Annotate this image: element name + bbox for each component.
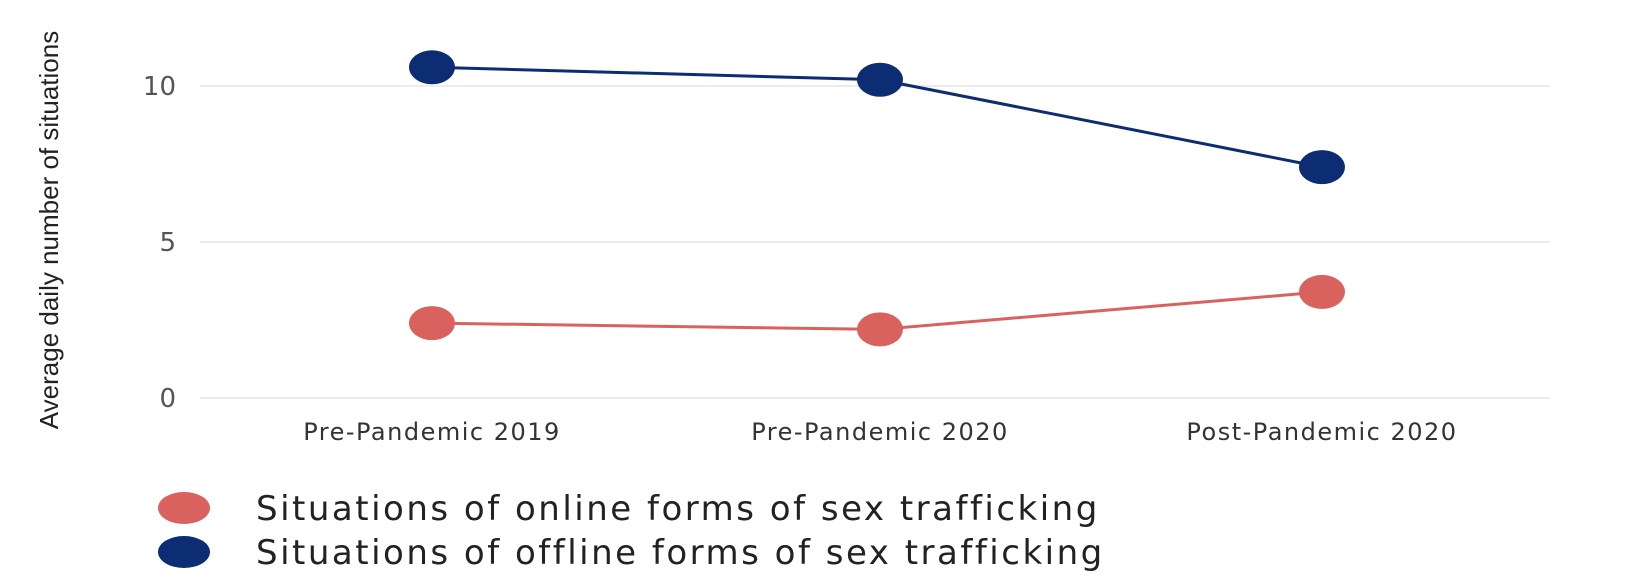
y-tick-label: 0 (159, 384, 176, 414)
x-tick-label: Pre-Pandemic 2020 (751, 418, 1009, 446)
x-axis-ticks: Pre-Pandemic 2019 Pre-Pandemic 2020 Post-P… (303, 418, 1457, 446)
legend: Situations of online forms of sex traffi… (158, 489, 1105, 573)
legend-swatch (158, 492, 210, 524)
series-lines (409, 50, 1345, 347)
legend-label: Situations of offline forms of sex traff… (256, 533, 1105, 573)
series-0 (409, 274, 1345, 347)
data-point (857, 312, 903, 347)
legend-swatch (158, 536, 210, 568)
y-tick-label: 5 (159, 228, 176, 258)
gridlines (200, 85, 1550, 399)
data-point (1299, 274, 1345, 309)
legend-item-1: Situations of offline forms of sex traff… (158, 533, 1105, 573)
legend-item-0: Situations of online forms of sex traffi… (158, 489, 1100, 529)
y-tick-label: 10 (143, 72, 176, 102)
data-point (857, 62, 903, 97)
data-point (409, 50, 455, 85)
y-axis-label: Average daily number of situations (34, 31, 64, 429)
x-tick-label: Post-Pandemic 2020 (1186, 418, 1457, 446)
y-axis-ticks: 0 5 10 (143, 72, 176, 414)
data-point (409, 306, 455, 341)
series-1 (409, 50, 1345, 185)
data-point (1299, 150, 1345, 185)
x-tick-label: Pre-Pandemic 2019 (303, 418, 561, 446)
legend-label: Situations of online forms of sex traffi… (256, 489, 1100, 529)
